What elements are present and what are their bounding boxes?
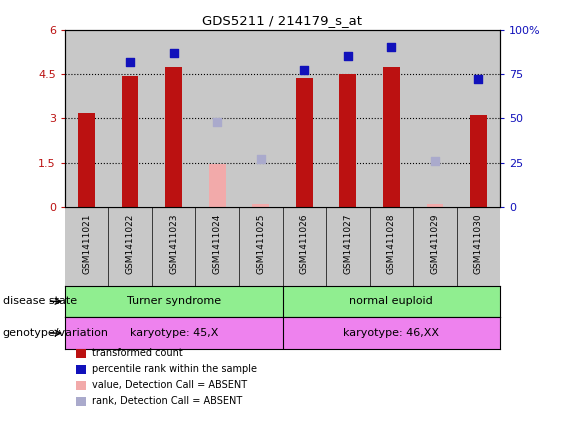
Bar [470,115,486,207]
Text: GSM1411027: GSM1411027 [344,214,352,274]
Bar [383,67,399,207]
Bar [65,30,108,207]
Bar [195,30,239,207]
Bar [457,30,500,207]
Text: normal euploid: normal euploid [349,297,433,306]
Point [299,67,308,74]
Bar [457,207,500,286]
Bar [166,67,182,207]
Bar [370,30,413,207]
Bar [413,30,457,207]
Point [256,156,265,163]
Text: transformed count: transformed count [92,348,183,358]
Bar [209,165,225,207]
Text: Turner syndrome: Turner syndrome [127,297,221,306]
Bar [427,204,443,207]
Text: GSM1411030: GSM1411030 [474,214,483,274]
Bar [282,207,326,286]
Bar [239,207,282,286]
Text: GSM1411022: GSM1411022 [126,214,134,274]
Text: GSM1411029: GSM1411029 [431,214,439,274]
Bar [296,79,312,207]
Text: GSM1411021: GSM1411021 [82,214,91,274]
Bar [370,207,413,286]
Point [473,76,483,83]
Bar [152,207,195,286]
Text: value, Detection Call = ABSENT: value, Detection Call = ABSENT [92,380,247,390]
Text: rank, Detection Call = ABSENT: rank, Detection Call = ABSENT [92,396,242,407]
Bar [65,207,108,286]
Text: GSM1411023: GSM1411023 [170,214,178,274]
Bar [195,207,239,286]
Text: GSM1411026: GSM1411026 [300,214,308,274]
Point [212,118,221,125]
Bar [340,74,356,207]
Text: genotype/variation: genotype/variation [3,328,109,338]
Point [343,53,352,60]
Bar [79,113,95,207]
Bar [413,207,457,286]
Text: GSM1411028: GSM1411028 [387,214,396,274]
Bar [152,30,195,207]
Bar [108,207,152,286]
Text: percentile rank within the sample: percentile rank within the sample [92,364,257,374]
Text: GSM1411024: GSM1411024 [213,214,221,274]
Text: karyotype: 45,X: karyotype: 45,X [129,328,218,338]
Text: disease state: disease state [3,297,77,306]
Bar [326,207,370,286]
Bar [122,76,138,207]
Point [386,44,396,51]
Point [125,58,134,65]
Bar [282,30,326,207]
Bar [253,204,269,207]
Text: karyotype: 46,XX: karyotype: 46,XX [344,328,439,338]
Point [430,158,439,165]
Text: GSM1411025: GSM1411025 [257,214,265,274]
Point [169,49,178,56]
Title: GDS5211 / 214179_s_at: GDS5211 / 214179_s_at [202,14,363,27]
Bar [108,30,152,207]
Bar [326,30,370,207]
Bar [239,30,282,207]
